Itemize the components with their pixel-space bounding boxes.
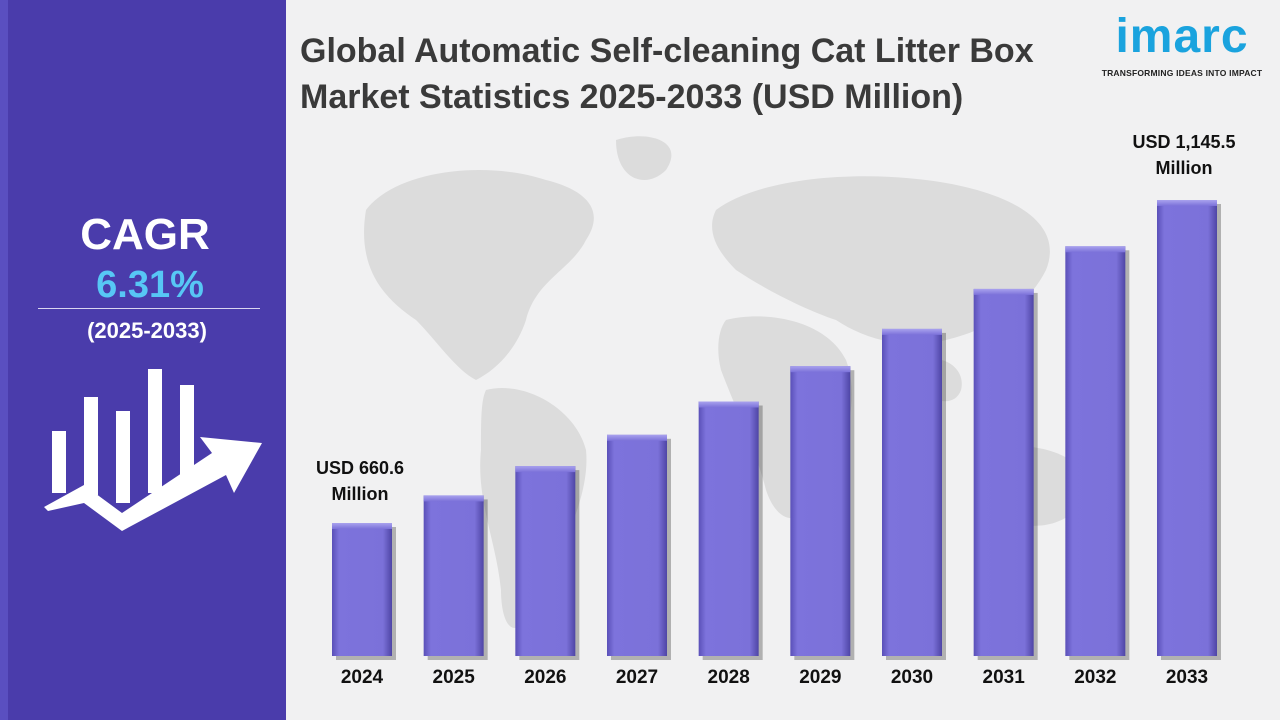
bar-cap xyxy=(973,288,1034,295)
bar-cap xyxy=(1157,200,1217,206)
cagr-divider xyxy=(38,308,260,309)
cagr-label: CAGR xyxy=(80,210,210,259)
bar-2025 xyxy=(423,495,484,656)
bar-2031 xyxy=(973,288,1034,656)
bar-2032 xyxy=(1065,246,1126,656)
growth-chart-icon xyxy=(44,369,262,531)
x-tick-label: 2033 xyxy=(1166,667,1208,688)
bar-2026 xyxy=(515,466,576,656)
cagr-value: 6.31% xyxy=(96,264,204,306)
sidebar-stripe xyxy=(0,0,8,720)
x-tick-label: 2032 xyxy=(1074,667,1116,688)
sidebar: CAGR 6.31% (2025-2033) xyxy=(0,0,286,720)
cagr-period: (2025-2033) xyxy=(87,318,207,343)
bar-2024 xyxy=(332,523,392,656)
bar-cap xyxy=(423,495,484,502)
bar-2027 xyxy=(607,434,667,656)
bar-2030 xyxy=(882,328,942,656)
data-label-last: USD 1,145.5 xyxy=(1132,132,1235,152)
x-tick-label: 2029 xyxy=(799,667,841,688)
bar-cap xyxy=(882,328,942,335)
bar-cap xyxy=(1065,246,1126,253)
x-tick-label: 2031 xyxy=(983,667,1026,688)
bar-2028 xyxy=(698,401,759,656)
data-label-first: USD 660.6 xyxy=(316,458,404,478)
brand-logo: imarc TRANSFORMING IDEAS INTO IMPACT xyxy=(1094,10,1270,79)
bar-cap xyxy=(332,523,392,529)
brand-tagline: TRANSFORMING IDEAS INTO IMPACT xyxy=(1101,68,1263,78)
x-tick-label: 2030 xyxy=(891,667,933,688)
x-tick-label: 2027 xyxy=(616,667,658,688)
data-label-first-unit: Million xyxy=(332,484,389,504)
x-tick-label: 2025 xyxy=(433,667,476,688)
chart-title: Global Automatic Self-cleaning Cat Litte… xyxy=(300,32,1034,116)
brand-name: imarc xyxy=(1115,10,1249,63)
bar-cap xyxy=(515,466,576,473)
bar-2033 xyxy=(1157,200,1217,656)
x-tick-label: 2024 xyxy=(341,667,384,688)
bar-cap xyxy=(607,434,667,441)
x-tick-label: 2028 xyxy=(708,667,750,688)
bar-cap xyxy=(790,366,851,373)
bar-cap xyxy=(698,401,759,408)
data-label-last-unit: Million xyxy=(1156,158,1213,178)
x-tick-label: 2026 xyxy=(524,667,566,688)
bar-2029 xyxy=(790,366,851,656)
